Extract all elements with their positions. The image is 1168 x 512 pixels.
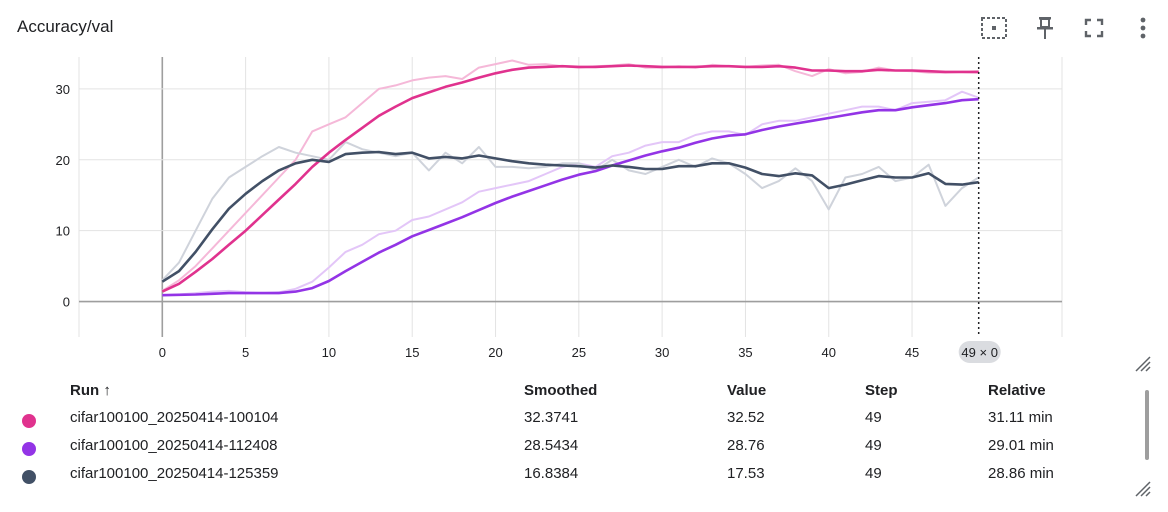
table-scrollbar[interactable] <box>1145 390 1149 460</box>
x-tick-label: 5 <box>242 345 249 360</box>
run-smoothed: 16.8384 <box>524 464 579 482</box>
run-step: 49 <box>865 408 882 426</box>
header-run[interactable]: Run ↑ <box>70 381 111 399</box>
run-relative: 28.86 min <box>988 464 1054 482</box>
run-name: cifar100100_20250414-100104 <box>70 408 279 426</box>
run-value: 28.76 <box>727 436 765 454</box>
resize-handle-icon[interactable] <box>1134 480 1152 498</box>
run-smoothed: 32.3741 <box>524 408 579 426</box>
run-relative: 29.01 min <box>988 436 1054 454</box>
run-step: 49 <box>865 464 882 482</box>
chart-title: Accuracy/val <box>17 17 114 36</box>
run-smoothed: 28.5434 <box>524 436 579 454</box>
x-tick-label: 25 <box>572 345 586 360</box>
run-color-dot <box>22 442 36 456</box>
run-name: cifar100100_20250414-112408 <box>70 436 278 454</box>
more-vert-icon[interactable] <box>1127 12 1159 44</box>
run-value: 32.52 <box>727 408 765 426</box>
header-smoothed[interactable]: Smoothed <box>524 381 598 399</box>
hover-step-label: 49 × 0 <box>961 345 998 360</box>
pin-icon[interactable] <box>1029 12 1061 44</box>
table-row[interactable]: cifar100100_20250414-112408 28.5434 28.7… <box>18 431 1128 459</box>
table-row[interactable]: cifar100100_20250414-125359 16.8384 17.5… <box>18 459 1128 487</box>
header-value[interactable]: Value <box>727 381 767 399</box>
header-step[interactable]: Step <box>865 381 898 399</box>
x-tick-label: 10 <box>322 345 336 360</box>
y-tick-label: 0 <box>63 295 70 310</box>
header-color <box>18 377 70 403</box>
chart-grid <box>78 57 1063 337</box>
smoothed-line-series-2 <box>162 97 979 297</box>
raw-line-series-3 <box>161 141 980 281</box>
run-relative: 31.11 min <box>988 408 1053 426</box>
smoothed-line-series-1 <box>161 64 979 293</box>
x-tick-label: 15 <box>405 345 419 360</box>
y-tick-label: 10 <box>56 224 70 239</box>
run-color-dot <box>22 470 36 484</box>
fit-domain-icon[interactable] <box>978 12 1010 44</box>
table-row[interactable]: cifar100100_20250414-100104 32.3741 32.5… <box>18 403 1128 431</box>
x-tick-label: 45 <box>905 345 919 360</box>
x-tick-label: 30 <box>655 345 669 360</box>
x-tick-label: 0 <box>159 345 166 360</box>
runs-table: Run ↑ Smoothed Value Step Relative cifar… <box>18 377 1128 487</box>
x-tick-label: 35 <box>738 345 752 360</box>
hover-step-badge <box>958 341 1001 363</box>
run-value: 17.53 <box>727 464 765 482</box>
axis-tick-labels: 0 5 10 15 20 25 30 35 40 45 0 10 20 30 <box>56 82 920 360</box>
header-relative[interactable]: Relative <box>988 381 1046 399</box>
run-color-dot <box>22 414 36 428</box>
x-tick-label: 40 <box>822 345 836 360</box>
fullscreen-icon[interactable] <box>1078 12 1110 44</box>
y-tick-label: 30 <box>56 82 70 97</box>
y-tick-label: 20 <box>56 153 70 168</box>
resize-handle-icon[interactable] <box>1134 355 1152 373</box>
run-name: cifar100100_20250414-125359 <box>70 464 279 482</box>
hover-marker: 49 × 0 <box>958 57 1001 363</box>
smoothed-series-lines <box>161 64 979 297</box>
run-step: 49 <box>865 436 882 454</box>
table-header-row: Run ↑ Smoothed Value Step Relative <box>18 377 1128 403</box>
x-tick-label: 20 <box>488 345 502 360</box>
smoothed-line-series-3 <box>161 150 979 283</box>
